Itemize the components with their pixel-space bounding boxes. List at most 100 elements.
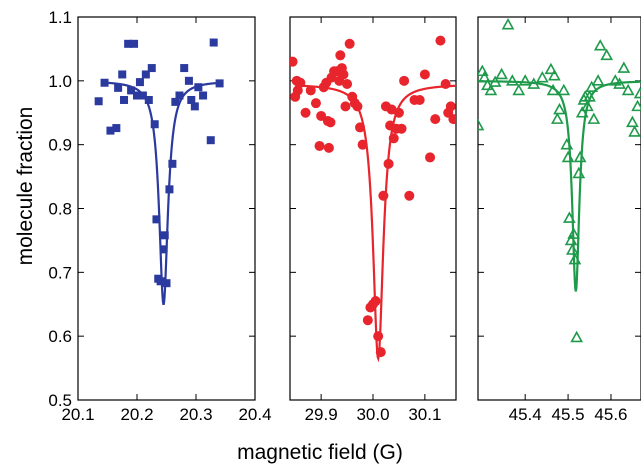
data-point [564,233,578,246]
y-axis-title: molecule fraction [14,107,37,266]
data-point [171,97,180,106]
data-point [575,106,589,118]
y-tick-label: 1.0 [48,72,72,91]
data-point [133,91,141,100]
panel-middle: 29.9 30.0 30.1 [289,16,457,424]
data-point [550,112,564,124]
data-point [362,315,373,326]
data-point [118,70,127,79]
x-tick-label: 20.3 [179,405,212,424]
panels: 0.5 0.6 0.7 0.8 0.9 1.0 1.1 20.1 20.2 20.3 20.4 29.… [48,8,641,424]
data-point [587,112,601,124]
data-point [199,91,208,100]
data-point [581,99,594,112]
data-point [344,38,355,49]
data-point [617,61,631,73]
data-point [557,83,571,96]
data-point [190,102,199,111]
series-right [478,18,641,343]
y-tick-label: 0.7 [48,263,72,282]
data-point [561,150,575,163]
data-point [547,69,561,81]
data-point [300,107,311,118]
data-point [505,74,519,86]
data-point [160,231,169,240]
data-point [512,83,526,96]
x-axis-title: magnetic field (G) [237,441,403,464]
data-point [209,38,218,47]
data-point [633,86,641,99]
data-point [184,76,193,85]
y-tick-label: 0.9 [48,136,72,155]
data-point [144,95,153,104]
data-point [335,50,346,61]
data-point [114,83,123,92]
x-tick-label: 45.6 [594,405,627,424]
panel-frame [289,16,457,401]
data-point [194,83,203,92]
data-point [570,330,584,343]
data-point [323,142,334,153]
y-tick-label: 0.8 [48,200,72,219]
y-tick-label: 0.5 [48,391,72,410]
data-point [383,158,394,169]
panel-left: 0.5 0.6 0.7 0.8 0.9 1.0 1.1 20.1 20.2 20.3 20.4 [48,8,271,424]
data-point [124,39,133,48]
data-point [393,107,404,118]
data-point [150,120,159,129]
data-point [357,139,368,150]
data-point [215,79,224,88]
data-point [100,78,109,87]
x-tick-label: 45.4 [509,405,542,424]
data-point [338,69,349,80]
data-point [600,48,614,61]
data-point [290,56,298,67]
data-point [370,296,381,307]
data-point [352,101,363,112]
data-point [159,245,168,254]
panel-frame [477,16,641,401]
data-point [94,97,103,106]
data-point [106,126,115,135]
data-point [448,114,456,125]
data-point [419,69,430,80]
data-point [560,138,574,150]
data-point [396,123,407,134]
fit-curve [295,84,456,363]
data-point [295,77,306,88]
data-point [120,95,129,104]
data-point [567,227,581,239]
x-tick-label: 20.1 [61,405,94,424]
data-point [378,190,389,201]
data-point [484,83,498,96]
data-point [175,91,184,100]
data-point [631,99,641,112]
data-point [628,125,641,137]
fit-curve [101,81,220,306]
data-point [535,70,549,83]
data-point [162,279,171,288]
series-left [94,38,224,306]
data-point [621,83,635,96]
data-point [501,18,515,30]
series-middle [290,35,456,363]
x-tick-label: 20.4 [238,405,271,424]
data-point [553,102,566,115]
data-point [165,185,174,194]
data-point [180,64,189,73]
data-point [585,80,599,93]
x-tick-label: 30.0 [356,405,389,424]
data-point [608,74,622,86]
data-point [130,39,139,48]
data-point [355,122,366,133]
data-point [591,74,605,86]
data-point [430,114,441,125]
data-point [156,277,165,286]
data-point [127,86,136,95]
data-point [373,331,384,342]
panel-frame [77,16,256,401]
data-point [135,78,144,87]
data-point [310,98,321,109]
x-tick-label: 30.1 [408,405,441,424]
data-point [187,95,196,104]
